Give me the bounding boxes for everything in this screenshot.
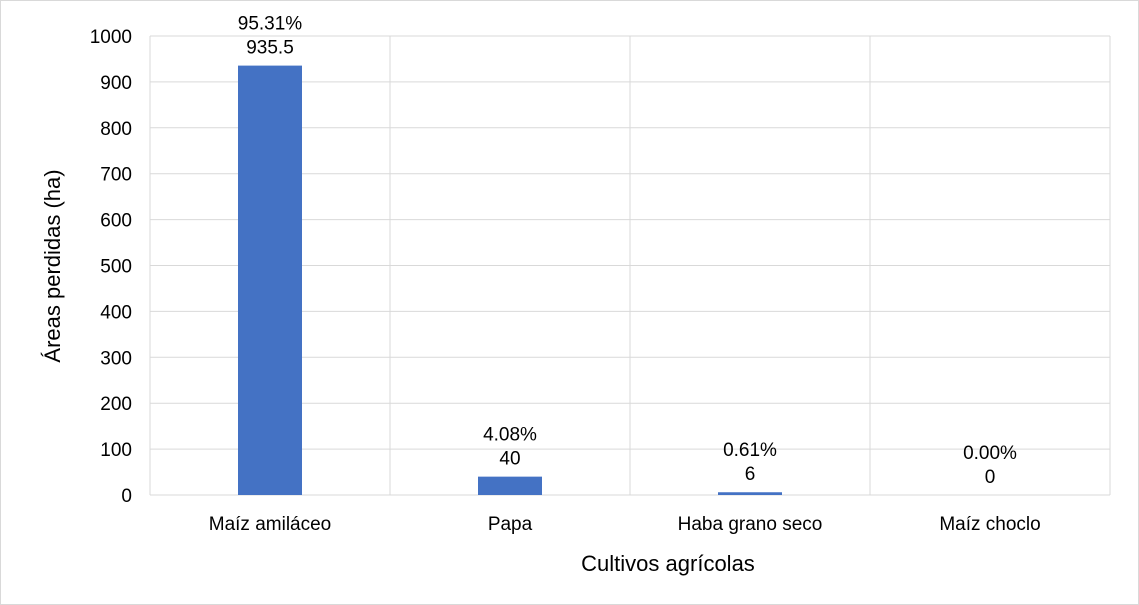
bar — [478, 476, 542, 495]
y-tick-label: 900 — [100, 73, 132, 94]
y-tick-label: 1000 — [90, 27, 132, 48]
bar — [718, 492, 782, 495]
x-category-label: Maíz amiláceo — [209, 514, 332, 535]
data-labels: 95.31% 935.5 4.08% 40 0.61% 6 0.00% 0 — [238, 14, 1017, 488]
data-label-value: 6 — [745, 464, 756, 485]
data-label-value: 935.5 — [246, 38, 294, 59]
y-tick-label: 600 — [100, 211, 132, 232]
y-tick-label: 200 — [100, 394, 132, 415]
y-tick-label: 700 — [100, 165, 132, 186]
data-label-percent: 4.08% — [483, 425, 537, 446]
x-category-label: Haba grano seco — [678, 514, 823, 535]
y-tick-labels: 0 100 200 300 400 500 600 700 800 900 1000 — [90, 27, 132, 507]
y-tick-label: 800 — [100, 119, 132, 140]
y-tick-label: 100 — [100, 440, 132, 461]
data-label-percent: 0.61% — [723, 440, 777, 461]
y-tick-label: 0 — [121, 486, 132, 507]
x-axis-title: Cultivos agrícolas — [581, 551, 755, 576]
data-label-value: 0 — [985, 467, 996, 488]
data-label-value: 40 — [499, 449, 520, 470]
y-tick-label: 300 — [100, 348, 132, 369]
gridlines — [149, 35, 1111, 496]
y-tick-label: 400 — [100, 302, 132, 323]
x-category-label: Papa — [488, 514, 533, 535]
x-category-labels: Maíz amiláceo Papa Haba grano seco Maíz cho… — [209, 514, 1041, 535]
y-tick-label: 500 — [100, 257, 132, 278]
bars — [238, 65, 782, 495]
data-label-percent: 0.00% — [963, 443, 1017, 464]
x-category-label: Maíz choclo — [939, 514, 1040, 535]
bar — [238, 65, 302, 495]
y-axis-title: Áreas perdidas (ha) — [40, 169, 65, 362]
data-label-percent: 95.31% — [238, 14, 303, 35]
